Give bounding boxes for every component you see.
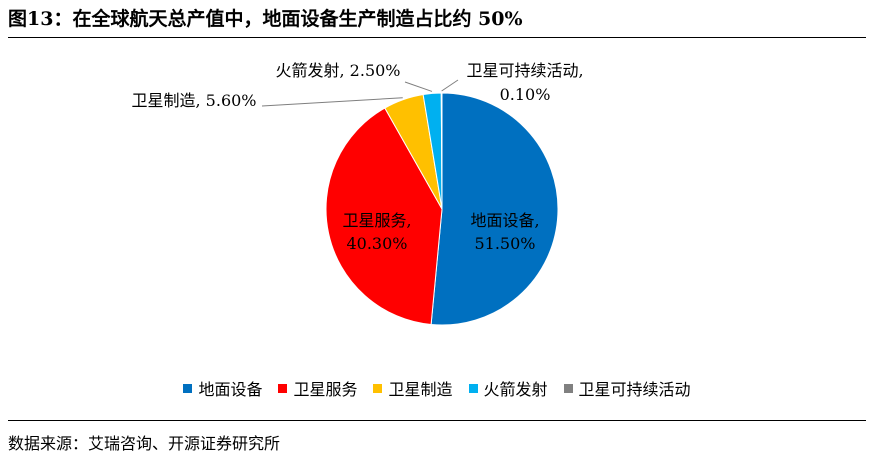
slice-1-label: 地面设备, bbox=[470, 211, 539, 230]
legend-swatch-3 bbox=[373, 383, 383, 393]
slice-3-label-name: 卫星制造, bbox=[131, 91, 205, 110]
slice-4-label: 火箭发射, 2.50% bbox=[275, 61, 400, 80]
legend-item-4: 火箭发射 bbox=[468, 376, 548, 400]
slice-5-label: 卫星可持续活动, bbox=[466, 61, 583, 80]
legend-swatch-1 bbox=[183, 383, 193, 393]
chart-legend: 地面设备 卫星服务 卫星制造 火箭发射 卫星可持续活动 bbox=[0, 376, 874, 400]
slice-4-label-name: 火箭发射, bbox=[275, 61, 349, 80]
legend-swatch-4 bbox=[468, 383, 478, 393]
slice-4-leader bbox=[404, 81, 433, 92]
slice-3-value: 5.60% bbox=[206, 91, 257, 110]
source-note: 数据来源：艾瑞咨询、开源证券研究所 bbox=[8, 434, 281, 453]
title-divider bbox=[8, 37, 866, 38]
slice-2-wedge bbox=[325, 107, 443, 326]
pie-slices bbox=[325, 92, 559, 326]
legend-label-1: 地面设备 bbox=[198, 380, 263, 399]
slice-3-label: 卫星制造, 5.60% bbox=[131, 91, 256, 110]
legend-label-4: 火箭发射 bbox=[483, 380, 548, 399]
slice-2-value: 40.30% bbox=[346, 234, 407, 253]
slice-4-value: 2.50% bbox=[350, 61, 401, 80]
legend-item-2: 卫星服务 bbox=[278, 376, 357, 400]
page-title: 图13：在全球航天总产值中，地面设备生产制造占比约 50% bbox=[8, 8, 523, 30]
slice-3-leader bbox=[261, 97, 403, 107]
slice-2-label: 卫星服务, bbox=[342, 211, 411, 230]
slice-5-value: 0.10% bbox=[500, 85, 551, 104]
leader-lines bbox=[261, 79, 459, 107]
slice-5-leader bbox=[441, 79, 459, 92]
source-divider bbox=[8, 420, 866, 421]
legend-swatch-5 bbox=[563, 383, 573, 393]
legend-label-5: 卫星可持续活动 bbox=[578, 380, 691, 399]
legend-swatch-2 bbox=[278, 383, 288, 393]
legend-item-5: 卫星可持续活动 bbox=[563, 376, 691, 400]
legend-label-2: 卫星服务 bbox=[293, 380, 358, 399]
data-labels: 地面设备, 51.50% 卫星服务, 40.30% 卫星制造, 5.60% 火箭发射, 2… bbox=[131, 61, 583, 253]
legend-item-3: 卫星制造 bbox=[373, 376, 453, 400]
legend-item-1: 地面设备 bbox=[183, 376, 262, 400]
slice-1-value: 51.50% bbox=[474, 234, 535, 253]
slice-5-wedge bbox=[440, 92, 443, 210]
legend-label-3: 卫星制造 bbox=[388, 380, 453, 399]
slice-1-wedge bbox=[430, 92, 559, 326]
